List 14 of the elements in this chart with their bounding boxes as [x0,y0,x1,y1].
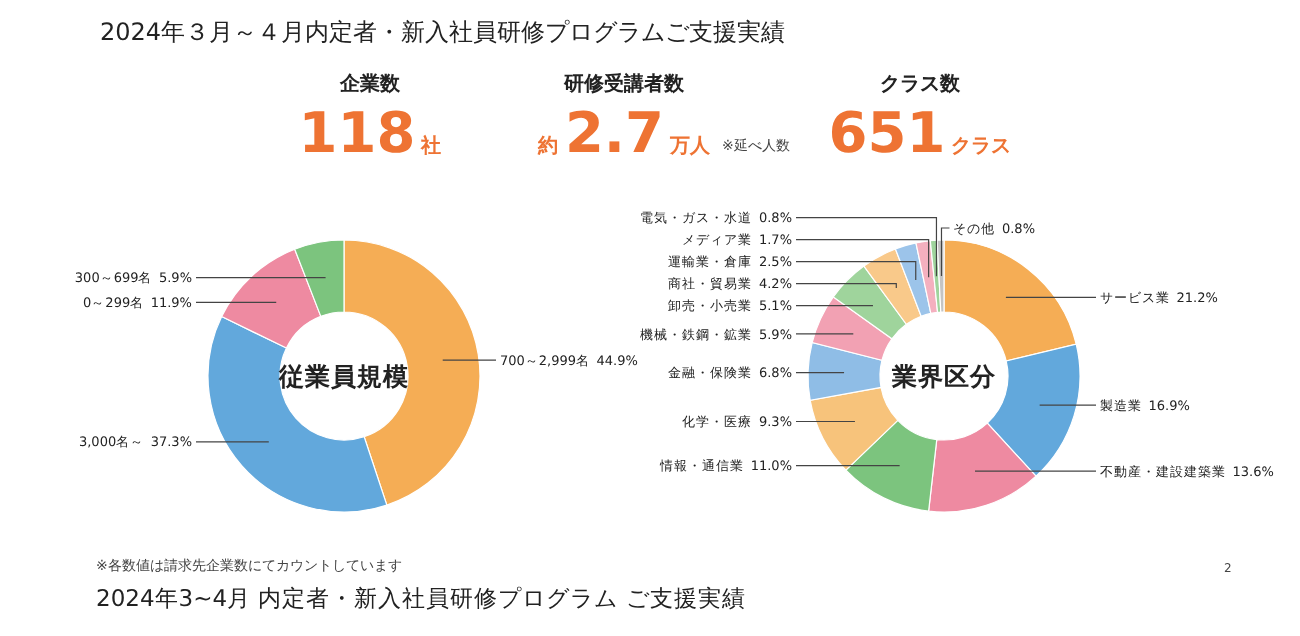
text: 2.7 [564,100,665,166]
text: クラス [951,136,1012,158]
text: 社 [419,134,442,158]
text: 651 [828,100,946,166]
text: 研修受講者数 [562,72,686,96]
text: 従業員規模 [277,361,409,391]
text: 万人 [668,134,713,158]
text: 企業数 [338,72,402,96]
text: クラス数 [880,72,962,96]
text: 118 [298,100,416,166]
text: 業界区分 [890,361,998,391]
text: 2024年3~4月 内定者・新入社員研修プログラム ご支援実績 [96,584,746,612]
text: 約 [535,134,565,158]
text: 2024年３月～４月内定者・新入社員研修プログラムご支援実績 [100,18,786,46]
